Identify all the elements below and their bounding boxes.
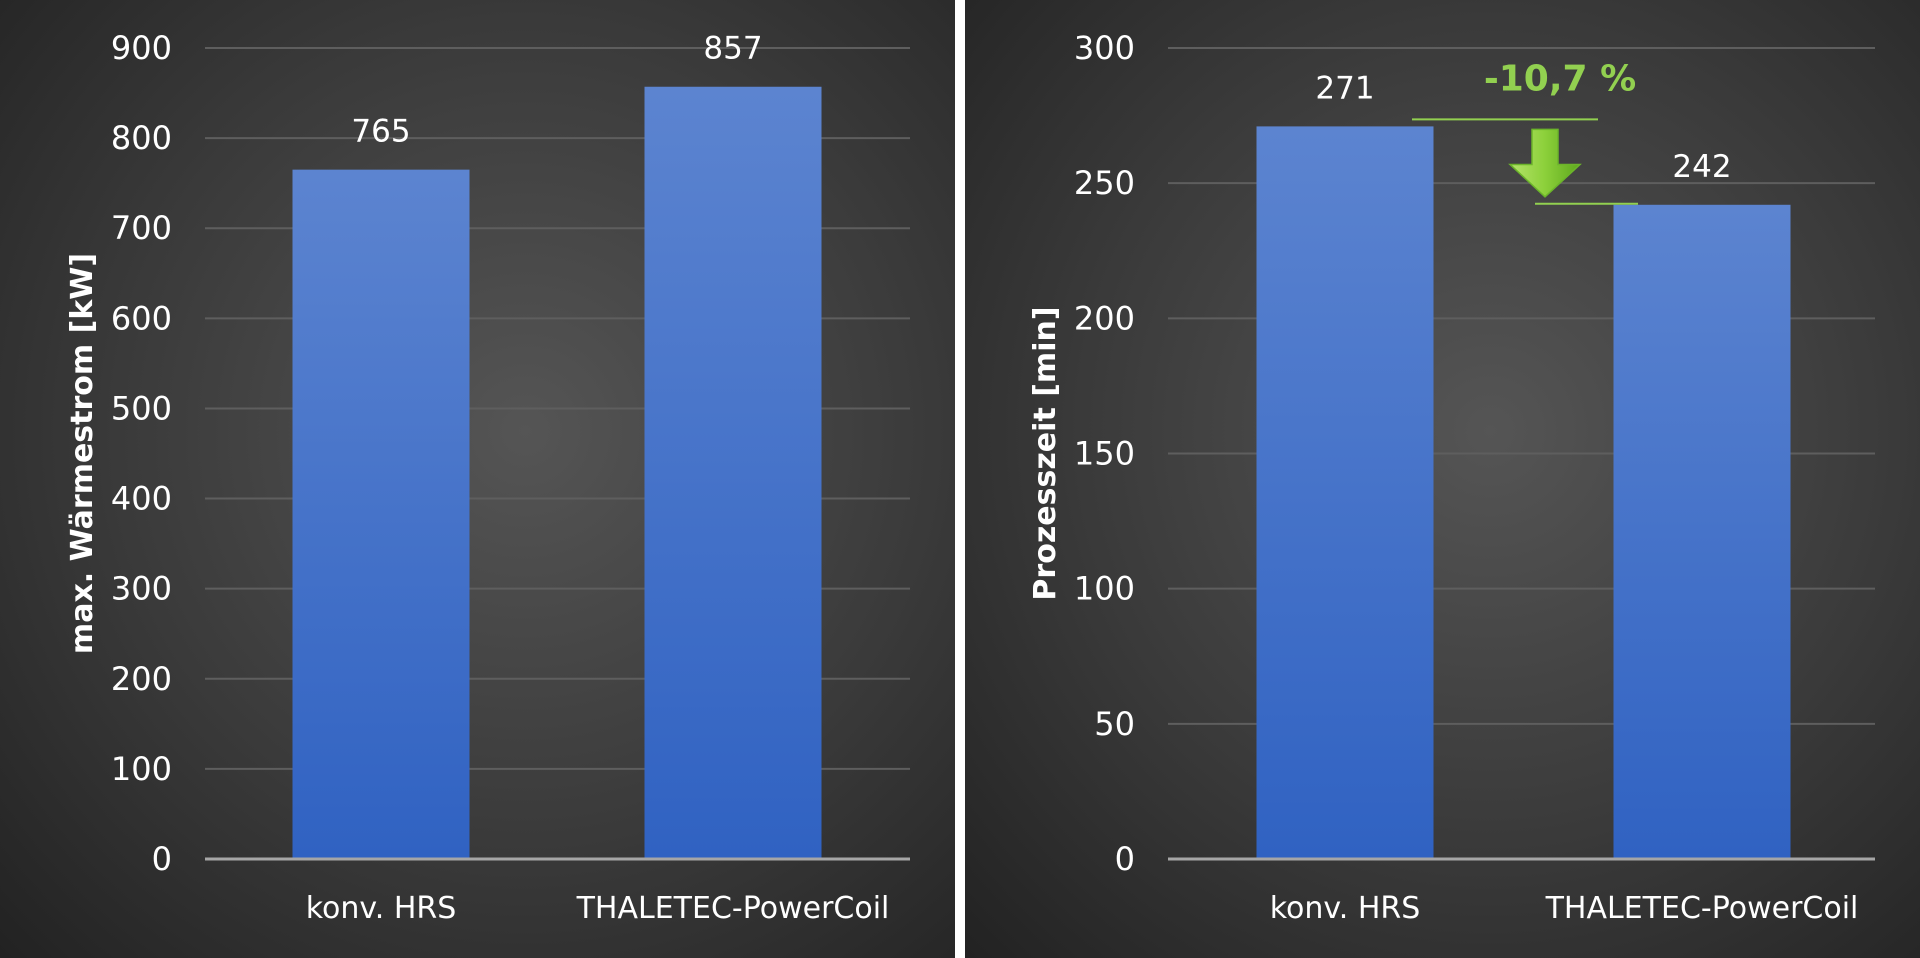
x-category-label: THALETEC-PowerCoil <box>576 891 890 926</box>
y-tick-label: 800 <box>111 119 172 157</box>
data-label: 765 <box>351 114 410 150</box>
chart-panel-right: 0 50 100 150 200 250 300 271 konv. HRS 242 THALETE… <box>965 0 1920 958</box>
y-tick-label: 500 <box>111 389 172 427</box>
down-arrow-icon <box>1508 128 1582 198</box>
bar <box>292 169 470 859</box>
y-tick-label: 100 <box>111 750 172 788</box>
y-tick-label: 250 <box>1074 164 1135 202</box>
data-label: 857 <box>703 31 762 67</box>
x-category-label: konv. HRS <box>1270 891 1421 926</box>
chart-panel-left: 0 100 200 300 400 500 600 700 800 900 765 konv. HRS… <box>0 0 955 958</box>
y-tick-label: 700 <box>111 209 172 247</box>
y-tick-label: 100 <box>1074 570 1135 608</box>
y-axis-title: Prozesszeit [min] <box>1028 306 1063 600</box>
data-label: 242 <box>1672 149 1731 185</box>
chart-left: 0 100 200 300 400 500 600 700 800 900 765 konv. HRS… <box>65 29 910 926</box>
y-tick-label: 600 <box>111 299 172 337</box>
y-tick-label: 150 <box>1074 435 1135 473</box>
y-tick-label: 200 <box>1074 299 1135 337</box>
x-category-label: THALETEC-PowerCoil <box>1545 891 1859 926</box>
y-tick-label: 300 <box>1074 29 1135 67</box>
x-category-label: konv. HRS <box>306 891 457 926</box>
y-tick-label: 50 <box>1094 705 1135 743</box>
y-tick-label: 0 <box>152 840 172 878</box>
data-label: 271 <box>1315 70 1374 106</box>
y-tick-label: 200 <box>111 660 172 698</box>
bar <box>1613 204 1791 859</box>
y-axis-title: max. Wärmestrom [kW] <box>65 253 100 654</box>
y-tick-label: 0 <box>1115 840 1135 878</box>
y-tick-label: 400 <box>111 480 172 518</box>
chart-right: 0 50 100 150 200 250 300 271 konv. HRS 242 THALETE… <box>1028 29 1875 926</box>
bar <box>1256 126 1434 859</box>
y-tick-label: 300 <box>111 570 172 608</box>
bar <box>644 86 822 859</box>
annotation-text: -10,7 % <box>1484 58 1636 99</box>
y-tick-label: 900 <box>111 29 172 67</box>
